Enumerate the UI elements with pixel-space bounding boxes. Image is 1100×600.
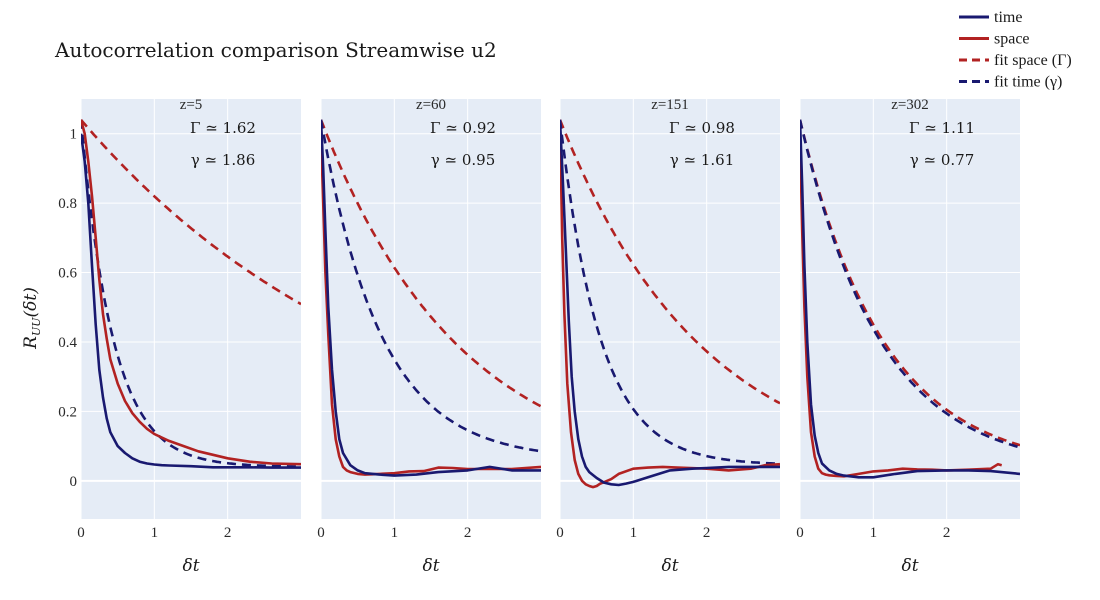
fit-time-line — [800, 119, 1020, 449]
x-axis-label: δt — [901, 556, 918, 576]
x-tick-label: 1 — [391, 525, 399, 541]
gamma-lower-annotation: γ ≃ 0.95 — [431, 151, 495, 169]
y-tick-label: 0 — [70, 474, 78, 490]
y-tick-label: 0.8 — [58, 196, 77, 212]
x-tick-label: 0 — [796, 525, 804, 541]
legend-item-time[interactable]: time — [959, 9, 1022, 26]
legend-label: fit space (Γ) — [994, 52, 1072, 69]
fit-time-line — [81, 119, 301, 468]
x-tick-label: 2 — [943, 525, 951, 541]
gamma-upper-annotation: Γ ≃ 0.98 — [669, 119, 735, 137]
x-tick-label: 2 — [703, 525, 711, 541]
space-line — [81, 119, 301, 466]
x-axis-label: δt — [661, 556, 678, 576]
x-tick-label: 2 — [464, 525, 472, 541]
gamma-upper-annotation: Γ ≃ 1.11 — [909, 119, 975, 137]
legend[interactable]: time space fit space (Γ) fit time (γ) — [959, 9, 1072, 91]
gamma-lower-annotation: γ ≃ 1.61 — [670, 151, 734, 169]
time-line — [800, 119, 1020, 479]
y-tick-label: 0.6 — [58, 266, 77, 282]
fit-time-line — [321, 119, 541, 453]
x-tick-label: 0 — [77, 525, 85, 541]
legend-item-space[interactable]: space — [959, 31, 1030, 48]
legend-item-fit-space[interactable]: fit space (Γ) — [959, 52, 1072, 69]
panel-3: 0 1 2 δt z=151 Γ ≃ 0.98 γ ≃ 1.61 — [556, 97, 780, 576]
time-line — [81, 133, 301, 469]
x-tick-label: 1 — [630, 525, 638, 541]
plot-area — [560, 99, 780, 519]
panel-subtitle: z=5 — [180, 97, 203, 113]
legend-item-fit-time[interactable]: fit time (γ) — [959, 74, 1062, 91]
plot-area — [800, 99, 1020, 519]
x-tick-label: 0 — [556, 525, 564, 541]
panel-4: 0 1 2 δt z=302 Γ ≃ 1.11 γ ≃ 0.77 — [796, 97, 1020, 576]
x-tick-label: 2 — [224, 525, 232, 541]
time-line — [321, 119, 541, 477]
plot-area — [321, 99, 541, 519]
space-line — [321, 133, 541, 476]
x-tick-label: 1 — [151, 525, 159, 541]
gamma-lower-annotation: γ ≃ 1.86 — [191, 151, 255, 169]
x-axis-label: δt — [422, 556, 439, 576]
y-tick-label: 0.4 — [58, 335, 77, 351]
gamma-upper-annotation: Γ ≃ 0.92 — [430, 119, 496, 137]
chart-title: Autocorrelation comparison Streamwise u2 — [54, 38, 497, 62]
fit-time-line — [560, 119, 780, 465]
panel-subtitle: z=60 — [416, 97, 446, 113]
y-tick-label: 1 — [70, 127, 78, 143]
x-tick-label: 0 — [317, 525, 325, 541]
gamma-upper-annotation: Γ ≃ 1.62 — [190, 119, 256, 137]
legend-label: space — [994, 31, 1030, 48]
legend-label: time — [994, 9, 1022, 26]
fit-space-line — [81, 118, 301, 306]
panel-2: 0 1 2 δt z=60 Γ ≃ 0.92 γ ≃ 0.95 — [317, 97, 541, 576]
x-axis-label: δt — [182, 556, 199, 576]
panel-1: 0 0.2 0.4 0.6 0.8 1 0 1 2 δt z=5 Γ ≃ 1.62 γ ≃ 1.86 — [58, 97, 301, 576]
panel-subtitle: z=151 — [651, 97, 689, 113]
panel-subtitle: z=302 — [891, 97, 929, 113]
fit-space-line — [560, 119, 780, 405]
time-line — [560, 119, 780, 487]
y-axis-label: RUU(δt) — [21, 287, 43, 350]
x-tick-label: 1 — [870, 525, 878, 541]
gamma-lower-annotation: γ ≃ 0.77 — [910, 151, 974, 169]
y-tick-label: 0.2 — [58, 404, 77, 420]
legend-label: fit time (γ) — [994, 74, 1062, 91]
fit-space-line — [321, 119, 541, 408]
panels-group: 0 0.2 0.4 0.6 0.8 1 0 1 2 δt z=5 Γ ≃ 1.62 γ ≃ 1.86 0 1… — [58, 97, 1020, 576]
